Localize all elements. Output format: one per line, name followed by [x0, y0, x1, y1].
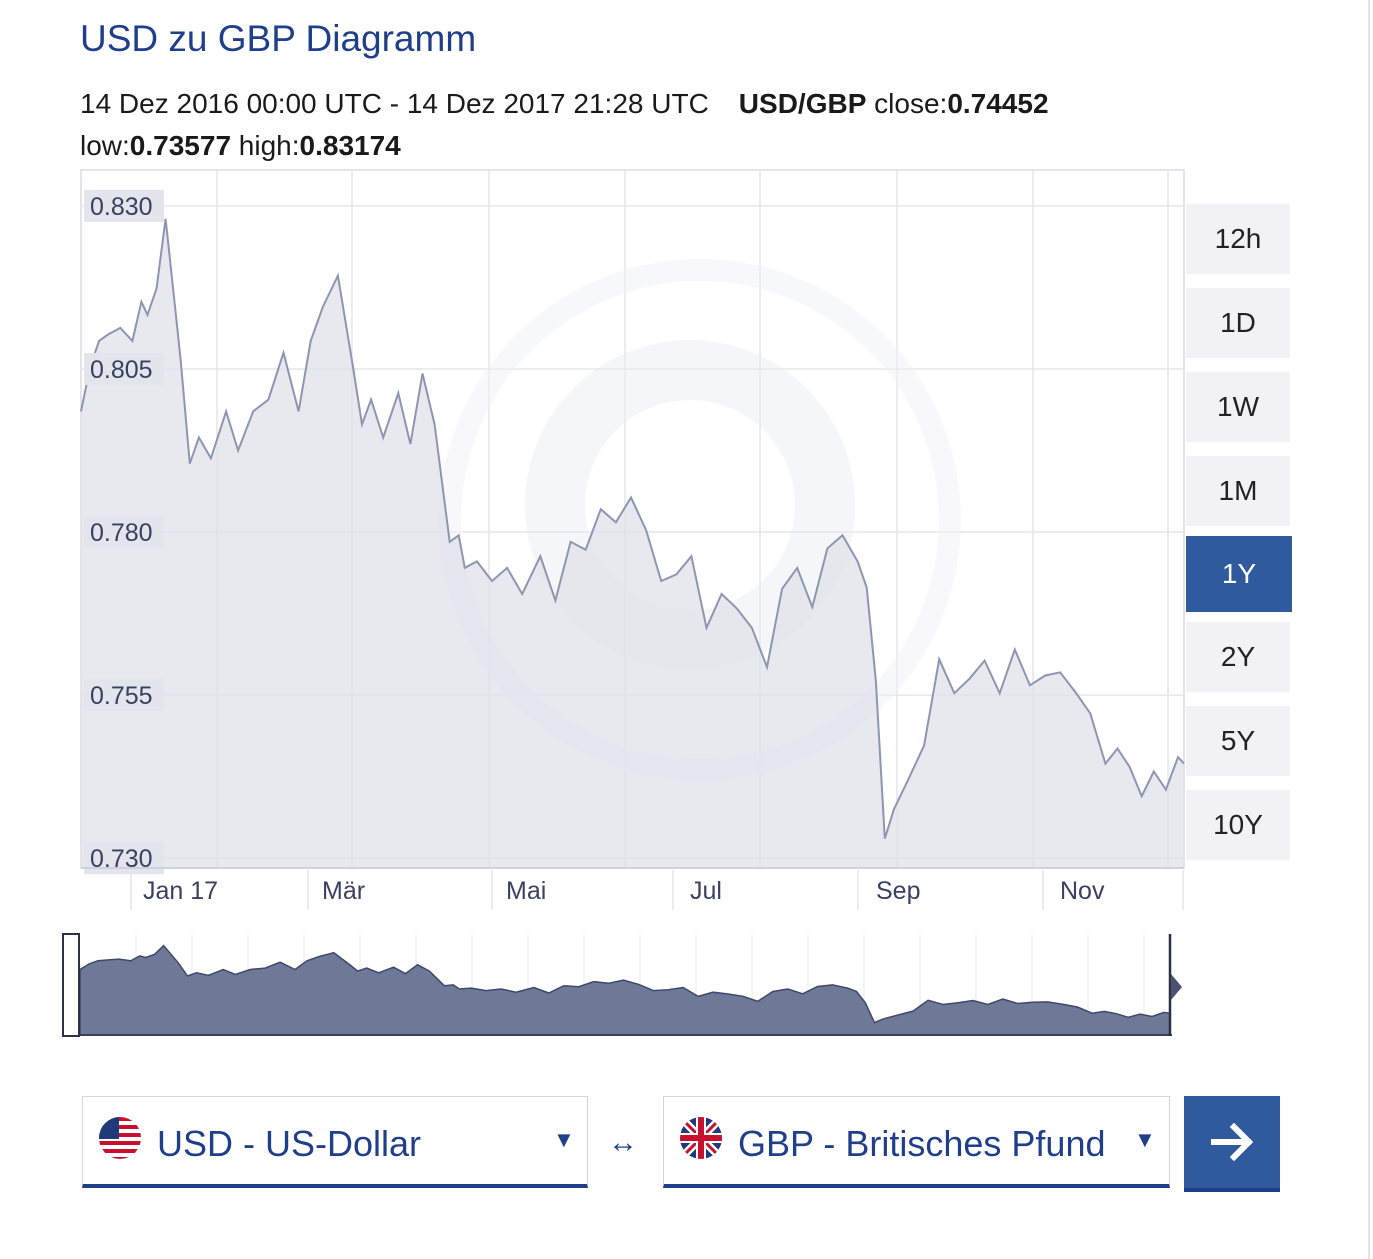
high-value: 0.83174	[299, 130, 401, 161]
x-tick-label: Jan 17	[143, 877, 218, 905]
period-button-10y[interactable]: 10Y	[1186, 790, 1290, 860]
convert-button[interactable]	[1184, 1096, 1280, 1192]
x-tick-label: Jul	[690, 877, 722, 905]
period-button-1d[interactable]: 1D	[1186, 288, 1290, 358]
navigator-arrow-icon	[1171, 974, 1182, 1000]
page-title: USD zu GBP Diagramm	[80, 18, 477, 59]
period-button-1w[interactable]: 1W	[1186, 372, 1290, 442]
y-tick-label: 0.805	[90, 356, 153, 384]
high-label: high:	[238, 130, 300, 161]
date-range: 14 Dez 2016 00:00 UTC - 14 Dez 2017 21:2…	[80, 88, 709, 119]
uk-flag-icon	[680, 1117, 722, 1159]
swap-currencies-button[interactable]: ↔	[608, 1126, 638, 1159]
currency-pair: USD/GBP	[738, 88, 867, 119]
range-navigator[interactable]	[62, 933, 1183, 1037]
arrow-right-icon	[1211, 1122, 1254, 1162]
y-tick-label-background	[84, 189, 164, 222]
period-button-2y[interactable]: 2Y	[1186, 622, 1290, 692]
y-tick-label-background	[84, 516, 164, 549]
chevron-down-icon: ▼	[1134, 1127, 1156, 1152]
period-button-12h[interactable]: 12h	[1186, 204, 1290, 274]
rate-area	[81, 218, 1184, 868]
x-tick-label: Sep	[876, 877, 920, 905]
y-tick-label-background	[84, 679, 164, 712]
y-tick-label: 0.780	[90, 519, 153, 547]
from-currency-label: USD - US-Dollar	[157, 1123, 422, 1164]
to-currency-select[interactable]: GBP - Britisches Pfund ▼	[663, 1096, 1170, 1188]
chevron-down-icon: ▼	[553, 1127, 575, 1152]
period-button-5y[interactable]: 5Y	[1186, 706, 1290, 776]
x-tick-label: Mai	[506, 877, 546, 905]
y-tick-label: 0.755	[90, 682, 153, 710]
y-tick-label-background	[84, 352, 164, 385]
x-tick-label: Nov	[1060, 877, 1105, 905]
page-edge	[1368, 0, 1370, 1259]
low-label: low:	[80, 130, 130, 161]
period-button-1y[interactable]: 1Y	[1186, 536, 1292, 612]
low-value: 0.73577	[129, 130, 232, 161]
to-currency-label: GBP - Britisches Pfund	[738, 1123, 1106, 1164]
navigator-left-handle[interactable]	[62, 933, 80, 1037]
x-axis-labels: Jan 17 Mär Mai Jul Sep Nov	[130, 870, 1184, 910]
y-tick-label: 0.730	[90, 845, 153, 873]
x-tick-label: Mär	[322, 877, 365, 905]
chart-info-line: 14 Dez 2016 00:00 UTC - 14 Dez 2017 21:2…	[80, 88, 1049, 120]
rate-line	[80, 218, 1185, 839]
close-value: 0.74452	[947, 88, 1049, 119]
us-flag-icon	[99, 1117, 141, 1159]
y-tick-label-background	[84, 842, 164, 875]
y-tick-label: 0.830	[90, 193, 153, 221]
period-button-1m[interactable]: 1M	[1186, 456, 1290, 526]
from-currency-select[interactable]: USD - US-Dollar ▼	[82, 1096, 588, 1188]
close-label: close:	[874, 88, 948, 119]
chart-range-line: low:0.73577 high:0.83174	[80, 130, 401, 162]
navigator-area	[79, 944, 1171, 1036]
